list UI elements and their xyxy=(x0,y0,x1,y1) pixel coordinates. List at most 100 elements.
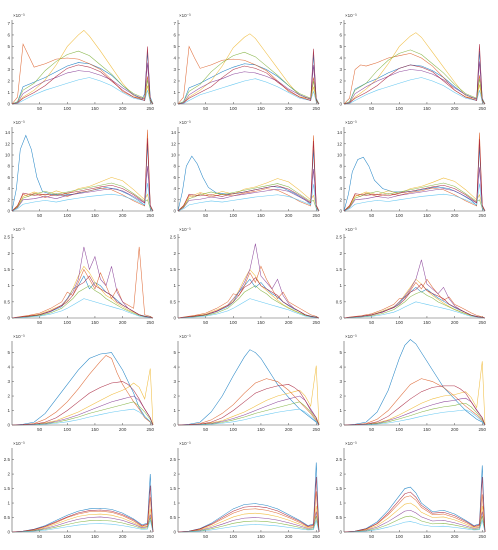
series-line-0 xyxy=(343,339,486,426)
y-tick-label: 2 xyxy=(339,251,342,256)
x-tick-label: 50 xyxy=(369,106,375,111)
x-tick-label: 100 xyxy=(64,213,72,218)
y-tick-label: 1.5 xyxy=(4,486,11,491)
x-tick-label: 250 xyxy=(312,534,320,539)
series-line-4 xyxy=(11,285,154,319)
y-tick-label: 5 xyxy=(339,350,342,355)
x-tick-label: 50 xyxy=(37,320,43,325)
y-tick-label: 2 xyxy=(7,472,10,477)
series-line-5 xyxy=(177,184,320,212)
y-tick-label: 3 xyxy=(339,67,342,72)
series-line-2 xyxy=(177,505,320,533)
y-tick-label: 5 xyxy=(339,44,342,49)
y-tick-label: 3 xyxy=(7,67,10,72)
x-tick-label: 100 xyxy=(64,106,72,111)
y-tick-label: 0 xyxy=(173,530,176,535)
series-line-3 xyxy=(177,511,320,533)
series-line-4 xyxy=(177,516,320,533)
series-line-5 xyxy=(343,183,486,212)
x-tick-label: 50 xyxy=(203,427,209,432)
series-line-1 xyxy=(343,53,486,105)
y-tick-label: 2 xyxy=(173,78,176,83)
y-tick-label: 1 xyxy=(173,501,176,506)
x-tick-label: 200 xyxy=(451,106,459,111)
y-tick-label: 7 xyxy=(7,21,10,26)
x-tick-label: 100 xyxy=(64,320,72,325)
y-tick-label: 0 xyxy=(173,102,176,107)
series-line-6 xyxy=(343,476,486,533)
x-tick-label: 200 xyxy=(119,320,127,325)
series-line-2 xyxy=(177,178,320,212)
y-tick-label: 0 xyxy=(339,316,342,321)
y-tick-label: 0 xyxy=(7,530,10,535)
y-tick-label: 2.5 xyxy=(336,235,343,240)
series-line-0 xyxy=(177,462,320,533)
series-line-2 xyxy=(343,502,486,533)
x-tick-label: 100 xyxy=(396,320,404,325)
x-tick-label: 150 xyxy=(257,106,265,111)
series-line-2 xyxy=(343,278,486,319)
series-line-2 xyxy=(11,265,154,319)
x-tick-label: 50 xyxy=(369,427,375,432)
x-tick-label: 100 xyxy=(396,427,404,432)
x-tick-label: 100 xyxy=(230,534,238,539)
series-line-6 xyxy=(177,384,320,426)
x-tick-label: 250 xyxy=(478,534,486,539)
y-tick-label: 2.5 xyxy=(336,457,343,462)
y-tick-label: 6 xyxy=(7,32,10,37)
y-tick-label: 1.5 xyxy=(336,267,343,272)
axis-exponent-label: ×10⁻³ xyxy=(345,334,357,339)
x-tick-label: 100 xyxy=(64,534,72,539)
x-tick-label: 150 xyxy=(91,213,99,218)
panel-r0-c1: ×10⁻³ 0 1 2 3 4 5 6 7 50 100 150 200 250 xyxy=(173,13,320,111)
series-line-5 xyxy=(177,298,320,319)
series-line-1 xyxy=(343,378,486,426)
axis-exponent-label: ×10⁻³ xyxy=(13,13,25,18)
series-line-3 xyxy=(177,64,320,105)
series-line-6 xyxy=(11,275,154,319)
x-tick-label: 150 xyxy=(423,106,431,111)
y-tick-label: 10 xyxy=(337,153,343,158)
series-line-3 xyxy=(177,395,320,426)
axis-exponent-label: ×10⁻³ xyxy=(179,334,191,339)
y-tick-label: 0 xyxy=(339,423,342,428)
y-tick-label: 1.5 xyxy=(4,267,11,272)
y-tick-label: 4 xyxy=(173,186,176,191)
series-line-1 xyxy=(11,355,154,426)
series-line-1 xyxy=(11,497,154,533)
x-tick-label: 150 xyxy=(91,534,99,539)
series-line-6 xyxy=(11,485,154,533)
y-tick-label: 12 xyxy=(337,141,343,146)
panel-r3-c2: ×10⁻³ 0 1 2 3 4 5 50 100 150 200 250 xyxy=(339,334,486,432)
series-line-1 xyxy=(177,491,320,533)
y-tick-label: 4 xyxy=(173,365,176,370)
axis-exponent-label: ×10⁻³ xyxy=(13,334,25,339)
x-tick-label: 200 xyxy=(451,213,459,218)
panel-r4-c1: ×10⁻³ 0 0.5 1 1.5 2 2.5 50 100 150 200 250 xyxy=(170,441,321,539)
x-tick-label: 150 xyxy=(423,427,431,432)
series-line-3 xyxy=(11,395,154,426)
x-tick-label: 50 xyxy=(37,427,43,432)
x-tick-label: 200 xyxy=(119,427,127,432)
x-tick-label: 200 xyxy=(285,427,293,432)
series-line-5 xyxy=(177,408,320,426)
panel-r0-c0: ×10⁻³ 0 1 2 3 4 5 6 7 50 100 150 200 250 xyxy=(7,13,154,111)
y-tick-label: 6 xyxy=(339,175,342,180)
panel-r1-c2: ×10⁻³ 0 2 4 6 8 10 12 14 50 100 150 200 250 xyxy=(337,120,486,218)
x-tick-label: 200 xyxy=(451,427,459,432)
series-line-4 xyxy=(343,182,486,212)
y-tick-label: 14 xyxy=(5,130,11,135)
y-tick-label: 1.5 xyxy=(170,486,177,491)
series-line-5 xyxy=(11,77,154,105)
x-tick-label: 150 xyxy=(257,534,265,539)
series-line-6 xyxy=(177,48,320,105)
series-line-4 xyxy=(343,515,486,533)
x-tick-label: 250 xyxy=(478,213,486,218)
y-tick-label: 0.5 xyxy=(336,515,343,520)
x-tick-label: 100 xyxy=(396,213,404,218)
y-tick-label: 3 xyxy=(173,379,176,384)
y-tick-label: 4 xyxy=(7,186,10,191)
series-line-6 xyxy=(343,44,486,105)
y-tick-label: 1 xyxy=(7,90,10,95)
